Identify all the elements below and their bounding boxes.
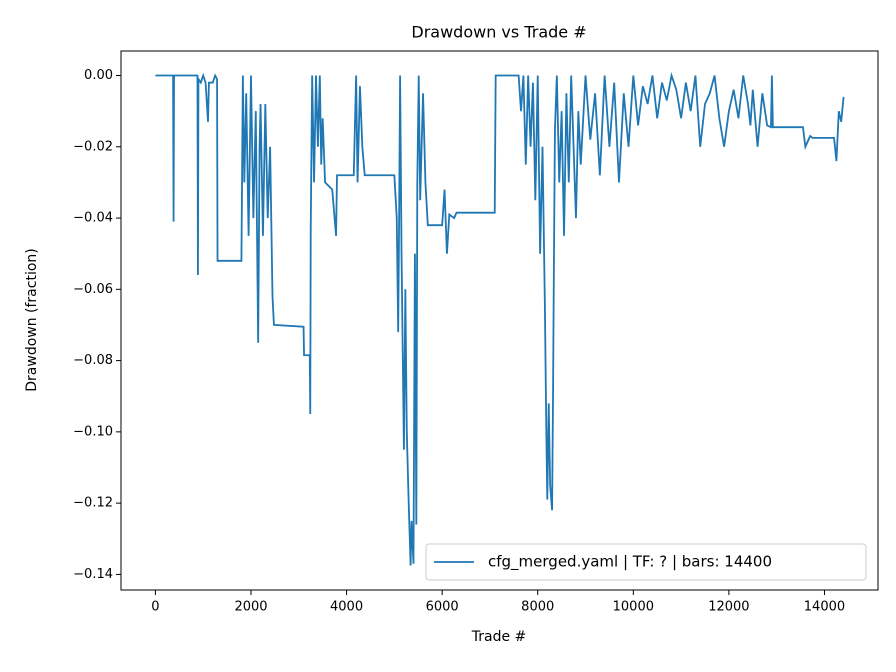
x-tick-label: 0 (151, 600, 159, 615)
x-tick-label: 14000 (804, 600, 845, 615)
y-tick-label: −0.12 (73, 496, 113, 511)
x-axis-label: Trade # (471, 629, 527, 645)
y-axis-label: Drawdown (fraction) (24, 248, 40, 392)
y-tick-label: −0.04 (73, 211, 113, 226)
legend-box (425, 543, 867, 581)
x-tick-label: 4000 (330, 600, 363, 615)
chart-title: Drawdown vs Trade # (411, 23, 586, 42)
y-tick-label: −0.06 (73, 282, 113, 297)
y-tick-label: −0.02 (73, 139, 113, 154)
x-tick-label: 12000 (708, 600, 749, 615)
x-tick-label: 6000 (426, 600, 459, 615)
x-tick-label: 2000 (234, 600, 267, 615)
y-tick-label: −0.14 (73, 567, 113, 582)
plot-frame (120, 50, 879, 591)
x-tick-label: 10000 (613, 600, 654, 615)
y-tick-label: 0.00 (84, 68, 113, 83)
y-tick-label: −0.10 (73, 424, 113, 439)
x-tick-label: 8000 (521, 600, 554, 615)
line (155, 71, 845, 566)
y-tick-label: −0.08 (73, 353, 113, 368)
legend-label: cfg_merged.yaml | TF: ? | bars: 14400 (488, 553, 772, 572)
